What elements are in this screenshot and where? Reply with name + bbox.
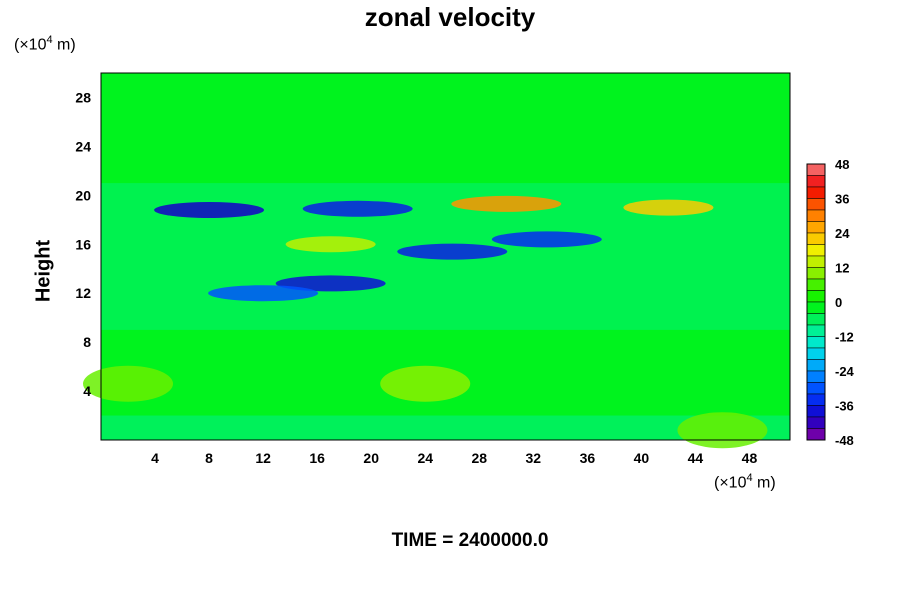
x-tick-label: 16 xyxy=(309,450,325,466)
time-label: TIME = 2400000.0 xyxy=(391,530,549,551)
y-tick-label: 4 xyxy=(83,383,91,399)
x-tick-label: 24 xyxy=(417,450,433,466)
x-tick-label: 48 xyxy=(742,450,758,466)
colorbar-swatch xyxy=(806,198,826,211)
heatmap-feature-6 xyxy=(451,195,562,212)
colorbar-frame xyxy=(806,163,826,441)
colorbar: 48 36 24 12 0 -12 -24 -36 -48 xyxy=(806,157,855,448)
colorbar-swatch xyxy=(806,347,826,360)
colorbar-tick-label: -48 xyxy=(835,433,854,448)
heatmap-feature-5 xyxy=(208,285,319,302)
heatmap-feature-4 xyxy=(275,275,386,292)
x-tick-label: 20 xyxy=(363,450,379,466)
y-tick-label: 12 xyxy=(75,285,91,301)
colorbar-swatch xyxy=(806,209,826,222)
plot-frame xyxy=(100,72,791,441)
x-tick-label: 12 xyxy=(255,450,271,466)
heatmap-feature-11 xyxy=(677,412,768,449)
colorbar-swatch xyxy=(806,244,826,257)
y-tick-label: 20 xyxy=(75,187,91,203)
x-tick-label: 36 xyxy=(580,450,596,466)
colorbar-swatch xyxy=(806,382,826,395)
colorbar-swatch xyxy=(806,336,826,349)
heatmap-feature-7 xyxy=(623,199,714,216)
colorbar-swatch xyxy=(806,416,826,429)
colorbar-swatch xyxy=(806,278,826,291)
colorbar-tick-label: 36 xyxy=(835,192,849,207)
colorbar-swatch xyxy=(806,393,826,406)
colorbar-swatch xyxy=(806,405,826,418)
heatmap-field xyxy=(83,73,790,449)
colorbar-swatch xyxy=(806,290,826,303)
colorbar-tick-label: -36 xyxy=(835,399,854,414)
heatmap-feature-10 xyxy=(83,365,174,402)
colorbar-swatch xyxy=(806,313,826,326)
x-tick-label: 4 xyxy=(151,450,159,466)
colorbar-swatch xyxy=(806,232,826,245)
heatmap-feature-9 xyxy=(380,365,471,402)
colorbar-swatch xyxy=(806,175,826,188)
colorbar-tick-label: -24 xyxy=(835,364,855,379)
y-axis-unit: (×104 m) xyxy=(14,34,76,54)
colorbar-tick-label: -12 xyxy=(835,330,854,345)
colorbar-swatch xyxy=(806,186,826,199)
heatmap-feature-0 xyxy=(154,202,265,219)
x-axis-unit: (×104 m) xyxy=(714,472,776,492)
heatmap-feature-1 xyxy=(302,200,413,217)
colorbar-tick-label: 12 xyxy=(835,261,849,276)
y-tick-label: 28 xyxy=(75,89,91,105)
colorbar-tick-label: 24 xyxy=(835,226,850,241)
colorbar-swatch xyxy=(806,324,826,337)
heatmap-feature-3 xyxy=(397,243,508,260)
colorbar-tick-label: 48 xyxy=(835,157,849,172)
colorbar-tick-label: 0 xyxy=(835,295,842,310)
x-tick-label: 32 xyxy=(526,450,542,466)
x-tick-label: 40 xyxy=(634,450,650,466)
x-axis-ticks: 4 8 12 16 20 24 28 32 36 40 44 48 xyxy=(151,450,757,466)
x-tick-label: 8 xyxy=(205,450,213,466)
colorbar-swatch xyxy=(806,267,826,280)
colorbar-swatch xyxy=(806,370,826,383)
colorbar-swatch xyxy=(806,221,826,234)
colorbar-swatch xyxy=(806,255,826,268)
y-tick-label: 16 xyxy=(75,236,91,252)
heatmap-feature-8 xyxy=(285,236,376,253)
colorbar-swatch xyxy=(806,163,826,176)
colorbar-swatch xyxy=(806,428,826,441)
chart-title: zonal velocity xyxy=(364,2,536,32)
y-tick-label: 24 xyxy=(75,138,91,154)
y-tick-label: 8 xyxy=(83,334,91,350)
y-axis-ticks: 4 8 12 16 20 24 28 xyxy=(75,89,91,399)
heatmap-band xyxy=(101,415,790,440)
x-tick-label: 44 xyxy=(688,450,704,466)
colorbar-swatch xyxy=(806,301,826,314)
colorbar-swatch xyxy=(806,359,826,372)
x-tick-label: 28 xyxy=(471,450,487,466)
heatmap-feature-2 xyxy=(491,231,602,248)
